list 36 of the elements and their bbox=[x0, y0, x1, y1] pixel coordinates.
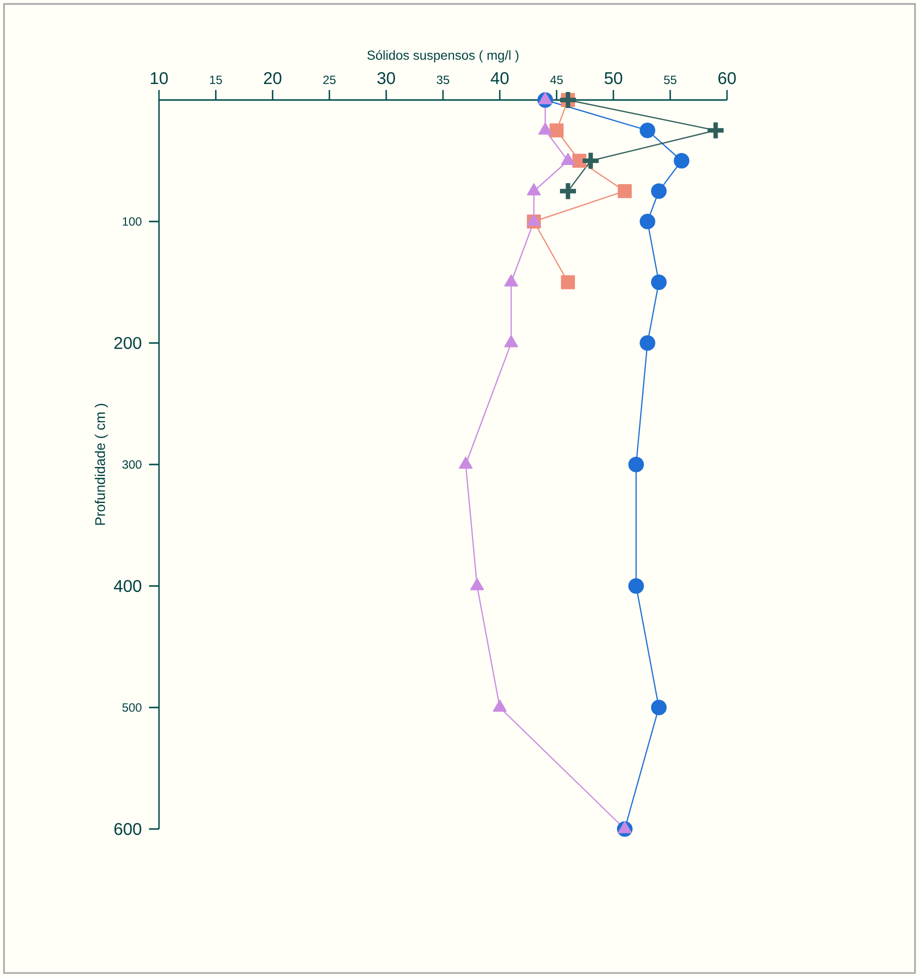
y-axis-title: Profundidade ( cm ) bbox=[94, 404, 108, 525]
point bbox=[618, 821, 632, 834]
x-tick-label: 40 bbox=[490, 72, 509, 84]
point bbox=[640, 122, 656, 138]
x-tick-label: 25 bbox=[323, 76, 336, 84]
x-axis-title: Sólidos suspensos ( mg/l ) bbox=[367, 50, 518, 62]
point bbox=[458, 456, 473, 469]
y-tick-label: 200 bbox=[114, 336, 142, 350]
x-tick-label: 10 bbox=[150, 72, 168, 84]
x-tick-label: 55 bbox=[664, 76, 676, 84]
point bbox=[504, 335, 518, 348]
point bbox=[550, 123, 564, 138]
point bbox=[640, 214, 656, 230]
point bbox=[651, 183, 667, 199]
point bbox=[470, 578, 484, 590]
x-tick-label: 15 bbox=[210, 76, 222, 84]
y-tick-label: 600 bbox=[114, 823, 142, 836]
point bbox=[651, 274, 667, 290]
point bbox=[628, 456, 644, 472]
x-tick-label: 35 bbox=[436, 76, 450, 84]
y-tick-label: 500 bbox=[122, 703, 142, 712]
point bbox=[618, 184, 632, 198]
point bbox=[492, 700, 507, 712]
x-tick-label: 60 bbox=[718, 72, 736, 84]
y-tick-label: 400 bbox=[114, 580, 142, 592]
point bbox=[651, 700, 667, 716]
x-tick-label: 50 bbox=[604, 72, 622, 84]
y-tick-label: 300 bbox=[122, 460, 142, 469]
point bbox=[560, 275, 575, 290]
x-tick-label: 45 bbox=[550, 76, 563, 84]
x-tick-label: 30 bbox=[377, 72, 395, 84]
point bbox=[640, 335, 656, 351]
point bbox=[674, 152, 690, 169]
y-tick-label: 100 bbox=[122, 217, 142, 226]
x-tick-label: 20 bbox=[264, 72, 282, 84]
point bbox=[628, 578, 644, 594]
